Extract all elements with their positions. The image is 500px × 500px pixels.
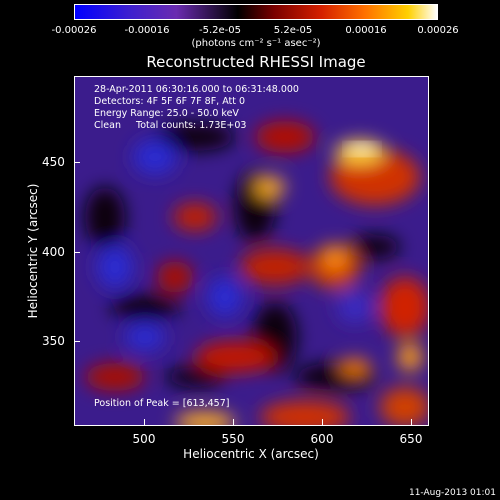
- x-axis-label: Heliocentric X (arcsec): [183, 447, 319, 461]
- colorbar-tick: -5.2e-05: [199, 25, 241, 36]
- y-axis-label: Heliocentric Y (arcsec): [26, 183, 40, 319]
- colorbar-tick: -0.00026: [51, 25, 97, 36]
- clean-counts-label: Clean Total counts: 1.73E+03: [94, 120, 247, 131]
- x-tick-mark: [411, 419, 412, 425]
- time-range-label: 28-Apr-2011 06:30:16.000 to 06:31:48.000: [94, 84, 299, 95]
- image-title: Reconstructed RHESSI Image: [146, 53, 366, 71]
- peak-position-label: Position of Peak = [613,457]: [94, 398, 230, 409]
- colorbar-tick: 5.2e-05: [273, 25, 313, 36]
- y-tick-mark: [74, 162, 80, 163]
- x-tick-label: 600: [310, 432, 334, 446]
- colorbar-tick: -0.00016: [124, 25, 170, 36]
- y-tick-mark: [74, 252, 80, 253]
- x-tick-label: 500: [132, 432, 156, 446]
- x-tick-label: 650: [399, 432, 423, 446]
- colorbar-tick: 0.00026: [417, 25, 459, 36]
- image-map: [75, 77, 428, 425]
- y-tick-label: 350: [42, 334, 65, 348]
- colorbar: [74, 4, 438, 20]
- detectors-label: Detectors: 4F 5F 6F 7F 8F, Att 0: [94, 96, 246, 107]
- x-tick-mark: [233, 419, 234, 425]
- colorbar-units: (photons cm⁻² s⁻¹ asec⁻²): [191, 38, 321, 49]
- energy-range-label: Energy Range: 25.0 - 50.0 keV: [94, 108, 239, 119]
- rhessi-image: [74, 76, 429, 426]
- x-tick-label: 550: [221, 432, 245, 446]
- colorbar-tick: 0.00016: [345, 25, 387, 36]
- x-tick-mark: [144, 419, 145, 425]
- date-stamp: 11-Aug-2013 01:01: [408, 488, 496, 498]
- y-tick-mark: [74, 341, 80, 342]
- y-tick-label: 400: [42, 245, 65, 259]
- y-tick-label: 450: [42, 155, 65, 169]
- x-tick-mark: [322, 419, 323, 425]
